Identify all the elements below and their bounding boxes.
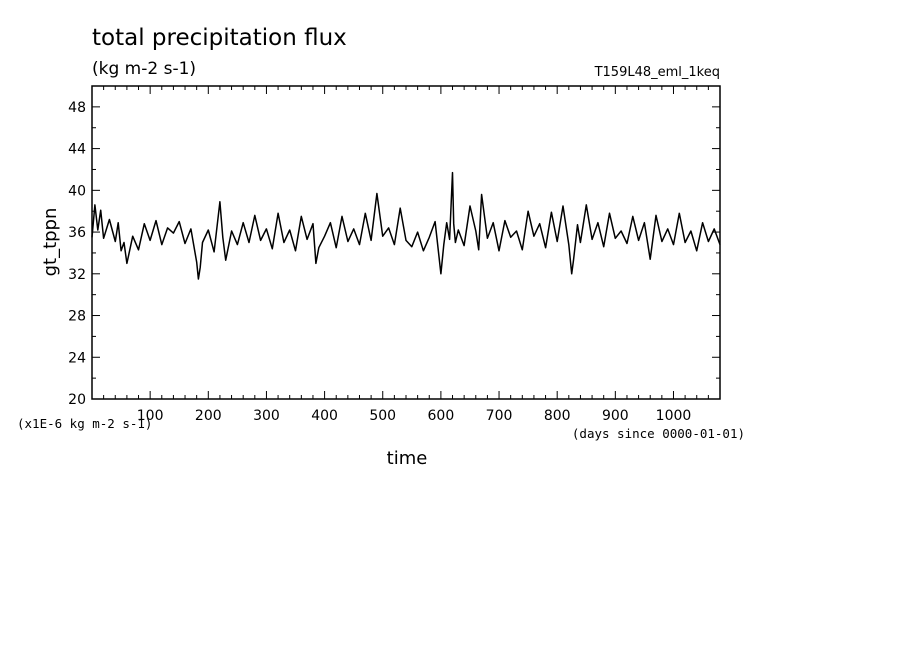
y-tick-label: 28: [68, 309, 86, 325]
run-label: T159L48_eml_1keq: [594, 65, 720, 80]
x-tick-label: 700: [486, 408, 513, 424]
y-tick-label: 44: [68, 142, 86, 158]
y-axis-ticks: [92, 106, 720, 400]
x-axis-ticks: [103, 86, 709, 399]
y-tick-label: 40: [68, 183, 86, 199]
x-tick-label: 400: [311, 408, 338, 424]
x-tick-label: 600: [428, 408, 455, 424]
chart-subtitle: (kg m-2 s-1): [92, 59, 196, 79]
y-axis-tick-labels: 20 24 28 32 36 40 44 48: [68, 100, 86, 408]
x-tick-label: 1000: [656, 408, 692, 424]
series-line: [91, 171, 721, 280]
x-unit-label: (days since 0000-01-01): [572, 426, 745, 441]
x-tick-label: 300: [253, 408, 280, 424]
x-tick-label: 900: [602, 408, 629, 424]
y-axis-label: gt_tppn: [40, 208, 61, 277]
chart-title: total precipitation flux: [92, 25, 347, 51]
x-tick-label: 500: [369, 408, 396, 424]
x-axis-tick-labels: 100 200 300 400 500 600 700 800 900 1000: [137, 408, 692, 424]
x-tick-label: 800: [544, 408, 571, 424]
y-tick-label: 24: [68, 350, 86, 366]
x-tick-label: 100: [137, 408, 164, 424]
x-axis-label: time: [387, 448, 428, 469]
y-unit-label: (x1E-6 kg m-2 s-1): [17, 416, 152, 431]
y-tick-label: 32: [68, 267, 86, 283]
y-tick-label: 20: [68, 392, 86, 408]
x-tick-label: 200: [195, 408, 222, 424]
y-tick-label: 48: [68, 100, 86, 116]
y-tick-label: 36: [68, 225, 86, 241]
